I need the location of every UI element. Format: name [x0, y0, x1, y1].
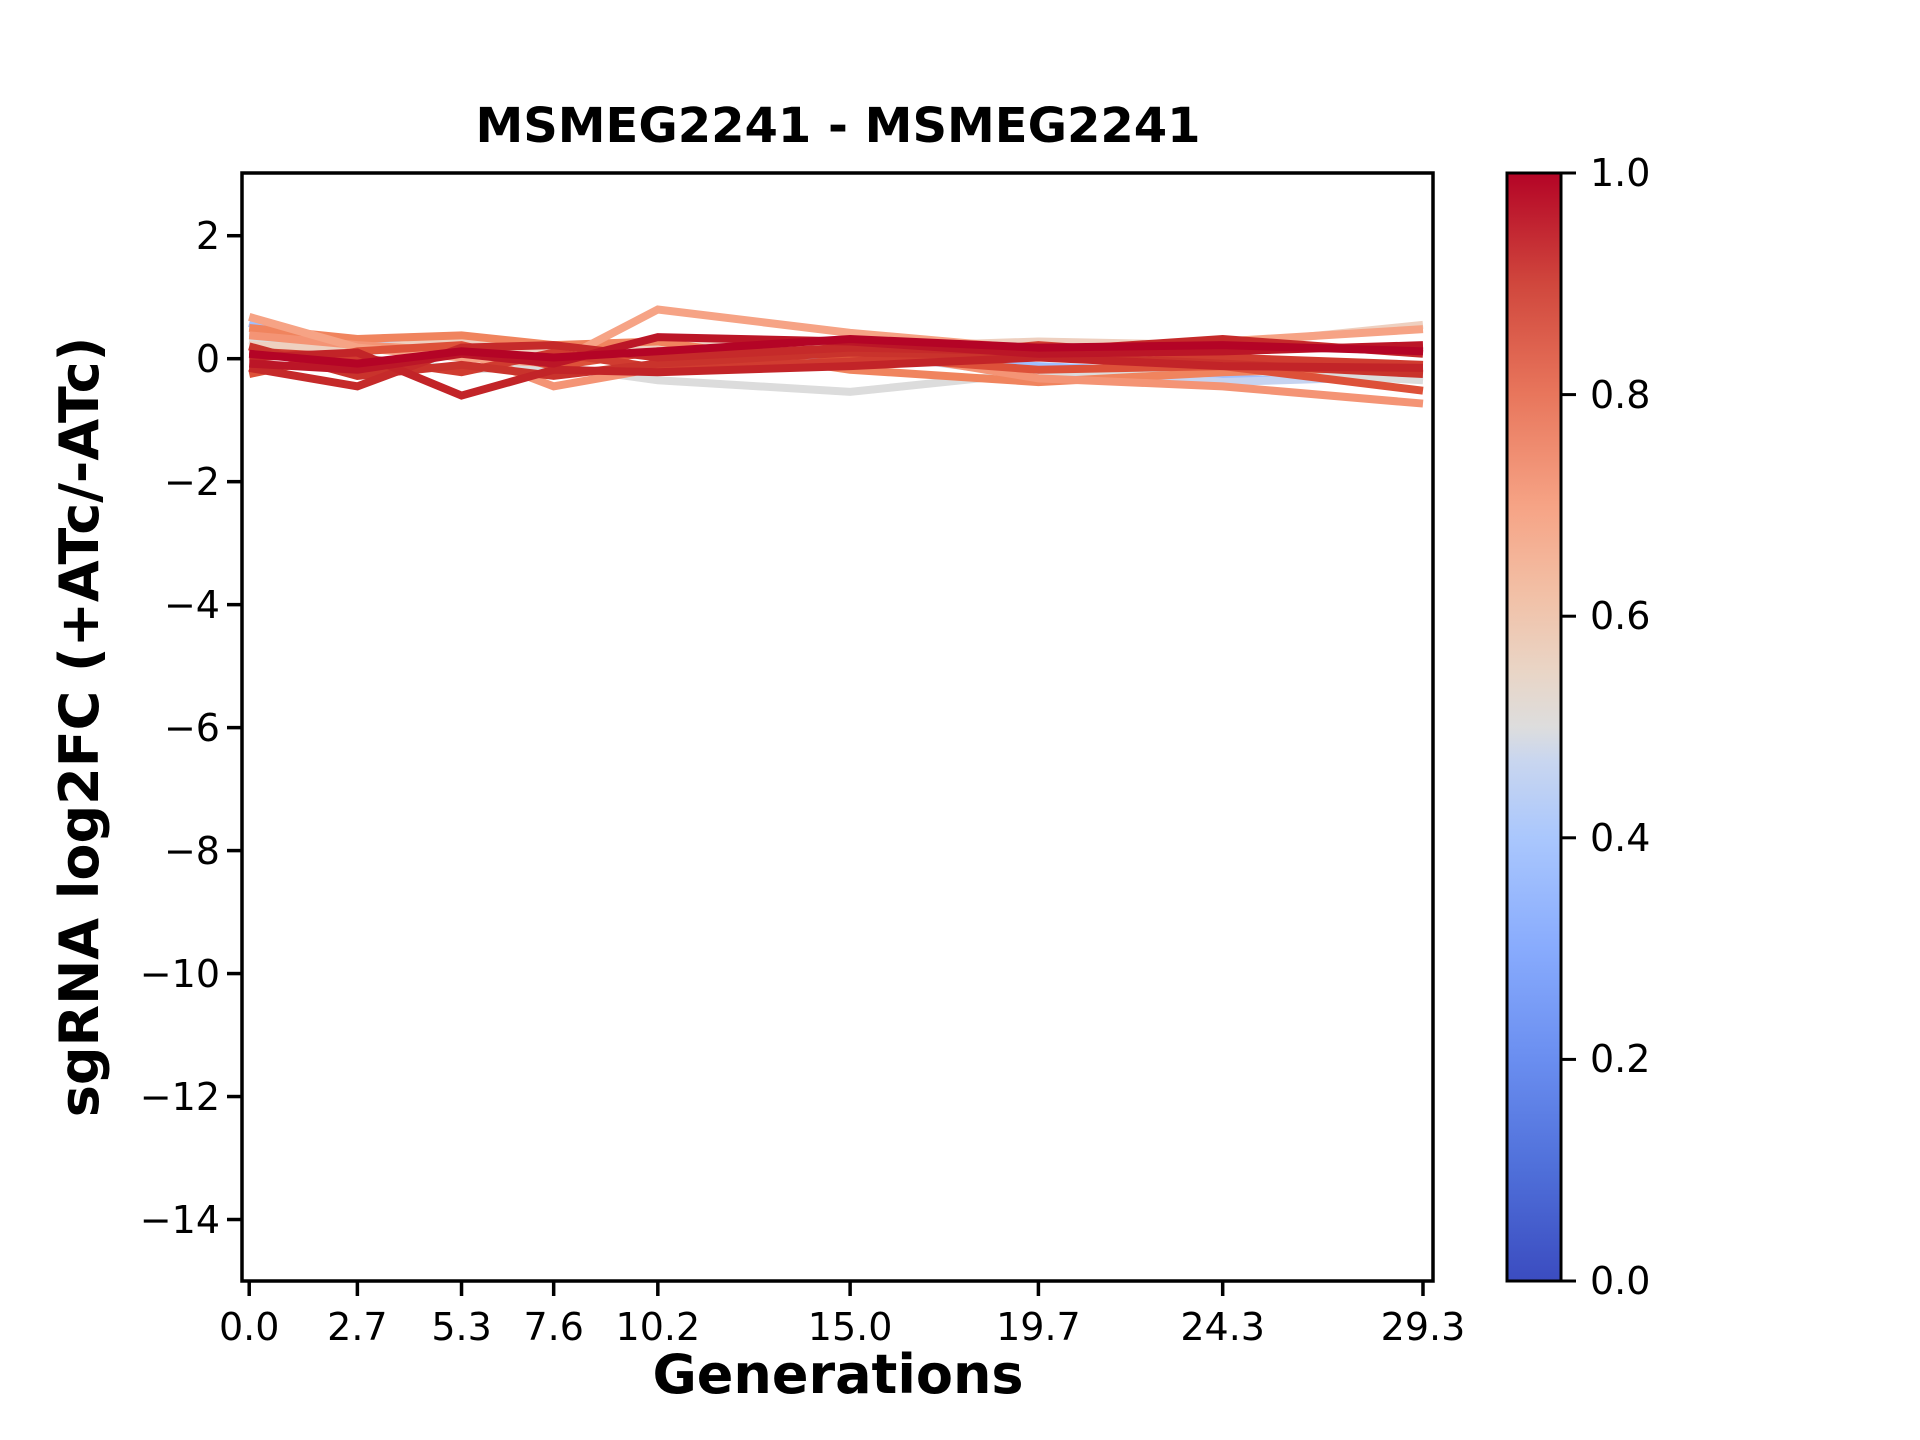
- x-tick-label: 24.3: [1180, 1305, 1265, 1349]
- y-tick-label: −8: [163, 828, 220, 873]
- x-tick-label: 7.6: [523, 1305, 584, 1349]
- y-tick-label: 2: [195, 213, 220, 258]
- colorbar-gradient: [1505, 171, 1563, 1283]
- y-tick-label: −14: [139, 1197, 220, 1242]
- y-tick-label: −12: [139, 1074, 220, 1119]
- x-tick-label: 10.2: [615, 1305, 701, 1349]
- y-tick-label: −6: [163, 705, 220, 750]
- chart-title: MSMEG2241 - MSMEG2241: [475, 98, 1201, 154]
- sgrna-line: [248, 335, 1424, 368]
- x-tick-label: 19.7: [996, 1305, 1081, 1349]
- sgrna-line: [248, 323, 1424, 387]
- y-axis-label: sgRNA log2FC (+ATc/-ATc): [48, 336, 111, 1118]
- x-tick-label: 15.0: [807, 1305, 893, 1349]
- y-tick-label: −10: [139, 951, 220, 996]
- colorbar-tick-label: 0.0: [1590, 1259, 1651, 1303]
- x-tick-label: 2.7: [327, 1305, 388, 1349]
- x-tick-label: 0.0: [218, 1305, 280, 1349]
- colorbar-tick-label: 0.6: [1590, 594, 1651, 639]
- y-tick-label: −4: [163, 582, 220, 627]
- x-axis-label: Generations: [652, 1343, 1024, 1406]
- colorbar-tick-label: 0.4: [1590, 815, 1651, 860]
- x-tick-label: 29.3: [1380, 1305, 1466, 1349]
- y-tick-label: −2: [163, 459, 220, 504]
- colorbar-tick-label: 1.0: [1590, 151, 1651, 195]
- colorbar-tick-label: 0.8: [1590, 372, 1651, 417]
- y-tick-label: 0: [195, 336, 220, 381]
- colorbar-tick-label: 0.2: [1590, 1037, 1651, 1082]
- x-tick-label: 5.3: [431, 1305, 492, 1349]
- sgrna-line: [248, 333, 1424, 374]
